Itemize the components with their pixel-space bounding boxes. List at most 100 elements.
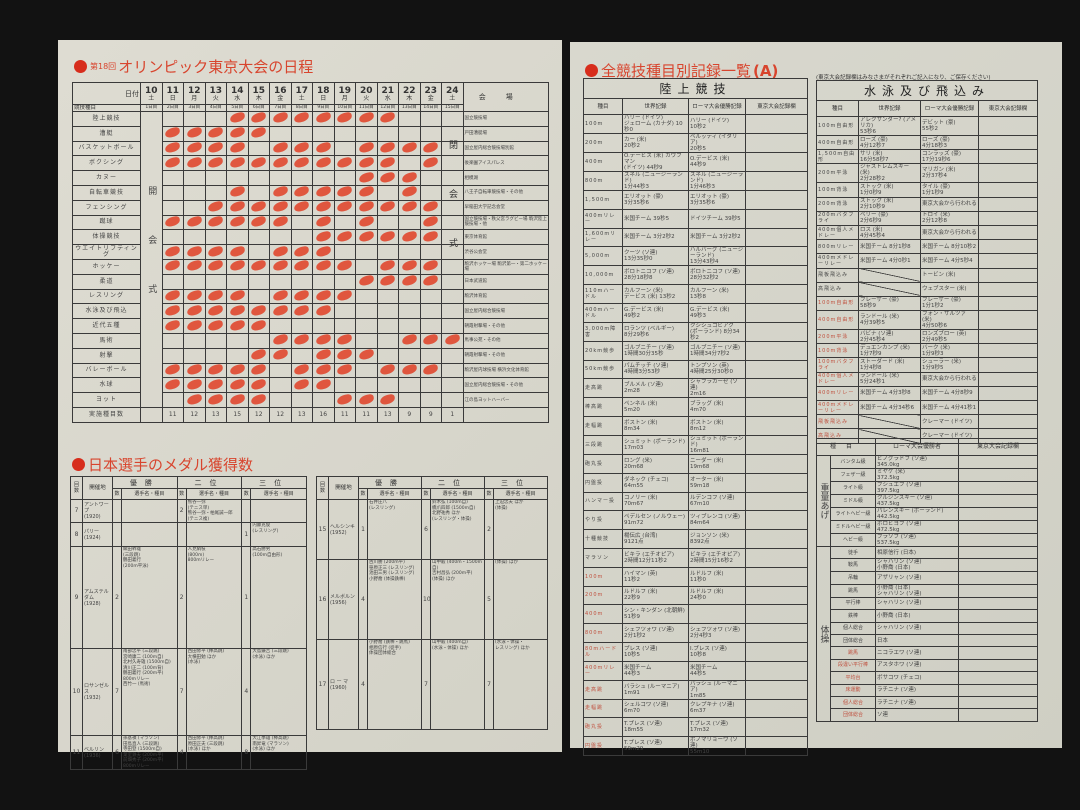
tokyo-record-blank[interactable] <box>745 491 808 512</box>
event-pictogram-icon <box>336 186 354 198</box>
event-pictogram-icon <box>379 230 397 243</box>
rome-record: シューラー (米) 1分9秒5 <box>920 357 979 373</box>
tokyo-record-blank[interactable] <box>978 385 1038 402</box>
event-pictogram-icon <box>207 364 225 376</box>
tokyo-record-blank[interactable] <box>978 149 1038 165</box>
tokyo-record-blank[interactable] <box>745 566 808 587</box>
tokyo-record-blank[interactable] <box>978 182 1038 198</box>
tokyo-record-blank[interactable] <box>745 133 808 153</box>
rome-record: ボストン (米) 8m12 <box>688 416 746 436</box>
tokyo-record-blank[interactable] <box>978 371 1038 387</box>
tokyo-record-blank[interactable] <box>978 310 1038 331</box>
tokyo-record-blank[interactable] <box>958 520 1038 534</box>
tokyo-record-blank[interactable] <box>958 507 1038 521</box>
edition: 15 <box>316 499 329 560</box>
tokyo-record-blank[interactable] <box>745 284 808 304</box>
tokyo-record-blank[interactable] <box>745 378 808 399</box>
tokyo-record-blank[interactable] <box>958 621 1038 635</box>
event-pictogram-icon <box>271 186 289 198</box>
tokyo-record-blank[interactable] <box>978 196 1038 212</box>
tokyo-record-blank[interactable] <box>958 468 1038 482</box>
tokyo-record-blank[interactable] <box>745 397 808 418</box>
tokyo-record-blank[interactable] <box>745 190 808 210</box>
tokyo-record-blank[interactable] <box>958 609 1038 623</box>
tokyo-record-blank[interactable] <box>978 224 1038 241</box>
tokyo-record-blank[interactable] <box>958 481 1038 495</box>
tokyo-record-blank[interactable] <box>745 246 808 267</box>
tokyo-record-blank[interactable] <box>978 267 1038 283</box>
tokyo-record-blank[interactable] <box>958 683 1038 697</box>
tokyo-record-blank[interactable] <box>958 646 1038 660</box>
tokyo-record-blank[interactable] <box>978 399 1038 416</box>
tokyo-record-blank[interactable] <box>978 134 1038 151</box>
tokyo-record-blank[interactable] <box>745 698 808 719</box>
event-pictogram-icon <box>336 349 354 361</box>
tokyo-record-blank[interactable] <box>958 633 1038 648</box>
tokyo-record-blank[interactable] <box>745 152 808 172</box>
tokyo-record-blank[interactable] <box>745 171 808 191</box>
tokyo-record-blank[interactable] <box>978 414 1038 430</box>
event-pictogram-icon <box>400 201 418 213</box>
tokyo-record-blank[interactable] <box>745 717 808 738</box>
schedule-cell <box>269 318 292 334</box>
tokyo-record-blank[interactable] <box>745 227 808 248</box>
tokyo-record-blank[interactable] <box>978 343 1038 359</box>
tokyo-record-blank[interactable] <box>745 416 808 436</box>
tokyo-record-blank[interactable] <box>745 472 808 493</box>
tokyo-record-blank[interactable] <box>745 359 808 380</box>
tokyo-record-blank[interactable] <box>745 736 808 757</box>
tokyo-record-blank[interactable] <box>745 604 808 625</box>
schedule-cell <box>419 273 442 290</box>
schedule-cell <box>226 303 249 320</box>
tokyo-record-blank[interactable] <box>745 585 808 606</box>
tokyo-record-blank[interactable] <box>745 641 808 662</box>
tokyo-record-blank[interactable] <box>745 529 808 549</box>
tokyo-record-blank[interactable] <box>978 281 1038 297</box>
rome-winner: シャハリン (ソ連) <box>875 596 960 611</box>
tokyo-record-blank[interactable] <box>745 265 808 286</box>
tokyo-record-blank[interactable] <box>745 114 808 134</box>
event-pictogram-icon <box>271 245 289 258</box>
tokyo-record-blank[interactable] <box>745 453 808 474</box>
tokyo-record-blank[interactable] <box>745 510 808 531</box>
tokyo-record-blank[interactable] <box>745 208 808 229</box>
medal-athletes: 石井庄八 (レスリング) <box>367 499 422 560</box>
tokyo-record-blank[interactable] <box>958 596 1038 611</box>
world-record: ランドール (米) 4分39秒5 <box>858 310 921 331</box>
tokyo-record-blank[interactable] <box>958 494 1038 508</box>
tokyo-record-blank[interactable] <box>745 623 808 643</box>
tokyo-record-blank[interactable] <box>958 583 1038 598</box>
tokyo-record-blank[interactable] <box>958 558 1038 573</box>
tokyo-record-blank[interactable] <box>978 116 1038 136</box>
tokyo-record-blank[interactable] <box>958 533 1038 547</box>
tokyo-record-blank[interactable] <box>978 239 1038 255</box>
tokyo-record-blank[interactable] <box>958 571 1038 585</box>
event-pictogram-icon <box>357 216 375 228</box>
event-pictogram-icon <box>164 127 182 139</box>
tokyo-record-blank[interactable] <box>745 547 808 568</box>
tokyo-record-blank[interactable] <box>958 708 1038 722</box>
tokyo-record-blank[interactable] <box>745 302 808 323</box>
tokyo-record-blank[interactable] <box>978 210 1038 226</box>
event-name: 100m <box>583 566 623 587</box>
tokyo-record-blank[interactable] <box>745 434 808 455</box>
event-pictogram-icon <box>271 304 289 317</box>
tokyo-record-blank[interactable] <box>978 295 1038 312</box>
tokyo-record-blank[interactable] <box>978 163 1038 184</box>
schedule-cell <box>376 184 399 201</box>
tokyo-record-blank[interactable] <box>978 329 1038 345</box>
tokyo-record-blank[interactable] <box>958 545 1038 560</box>
record-row: 100m自由形 フレーザー (豪) 58秒9 フレーザー (豪) 1分1秒2 <box>816 295 1038 312</box>
event-name: 跳馬 <box>829 583 877 598</box>
tokyo-record-blank[interactable] <box>978 357 1038 373</box>
tokyo-record-blank[interactable] <box>958 455 1038 469</box>
tokyo-record-blank[interactable] <box>978 253 1038 269</box>
tokyo-record-blank[interactable] <box>745 340 808 361</box>
tokyo-record-blank[interactable] <box>745 660 808 681</box>
tokyo-record-blank[interactable] <box>745 679 808 700</box>
schedule-cell <box>376 318 399 334</box>
tokyo-record-blank[interactable] <box>958 658 1038 673</box>
tokyo-record-blank[interactable] <box>745 321 808 342</box>
tokyo-record-blank[interactable] <box>958 671 1038 685</box>
tokyo-record-blank[interactable] <box>958 695 1038 710</box>
